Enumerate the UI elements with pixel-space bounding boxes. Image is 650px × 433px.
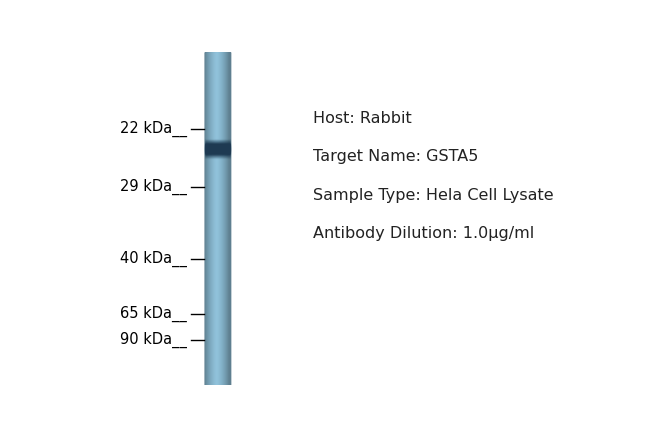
Text: 40 kDa__: 40 kDa__ — [120, 251, 187, 267]
Text: 29 kDa__: 29 kDa__ — [120, 179, 187, 195]
Text: Target Name: GSTA5: Target Name: GSTA5 — [313, 149, 478, 165]
Text: Antibody Dilution: 1.0µg/ml: Antibody Dilution: 1.0µg/ml — [313, 226, 534, 241]
Text: Host: Rabbit: Host: Rabbit — [313, 111, 411, 126]
Text: 90 kDa__: 90 kDa__ — [120, 332, 187, 349]
Text: 65 kDa__: 65 kDa__ — [120, 306, 187, 322]
Text: 22 kDa__: 22 kDa__ — [120, 120, 187, 137]
Text: Sample Type: Hela Cell Lysate: Sample Type: Hela Cell Lysate — [313, 188, 554, 203]
